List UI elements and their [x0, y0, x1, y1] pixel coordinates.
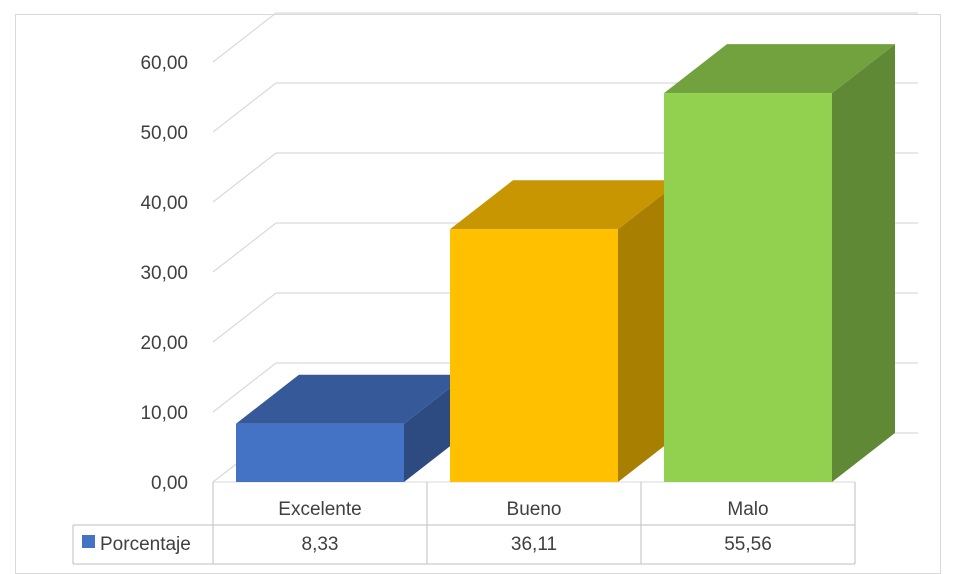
legend-swatch [82, 535, 95, 548]
category-label: Malo [727, 499, 768, 520]
y-tick-label: 10,00 [140, 403, 188, 424]
y-tick-label: 30,00 [140, 263, 188, 284]
bar-bueno [450, 180, 681, 483]
gridline-side [212, 222, 277, 273]
category-label: Bueno [507, 499, 562, 520]
bar-top-face [236, 374, 467, 424]
category-label: Excelente [278, 499, 361, 520]
bar-malo [664, 44, 895, 482]
data-table: Excelente Bueno Malo Porcentaje 8,33 36,11 55,… [72, 482, 856, 565]
bar-top-face [664, 44, 895, 94]
data-label: 55,56 [724, 534, 772, 555]
bar-front-face [236, 423, 404, 482]
bar-front-face [450, 229, 618, 482]
series-name: Porcentaje [100, 534, 191, 555]
y-tick-label: 0,00 [151, 473, 188, 494]
y-tick-label: 20,00 [140, 333, 188, 354]
bars [236, 44, 895, 483]
gridline-side [212, 12, 277, 63]
gridline-side [212, 152, 277, 203]
bar-side-face [832, 44, 895, 482]
gridline-side [212, 362, 277, 413]
y-tick-label: 50,00 [140, 123, 188, 144]
y-tick-label: 40,00 [140, 193, 188, 214]
gridline-side [212, 292, 277, 343]
gridline-side [212, 82, 277, 133]
bar-top-face [450, 180, 681, 230]
bar-excelente [236, 374, 467, 482]
data-label: 8,33 [302, 534, 339, 555]
y-tick-label: 60,00 [140, 53, 188, 74]
bar-front-face [664, 93, 832, 482]
data-label: 36,11 [511, 534, 557, 555]
y-axis-ticks: 0,00 10,00 20,00 30,00 40,00 50,00 60,00 [140, 53, 188, 494]
